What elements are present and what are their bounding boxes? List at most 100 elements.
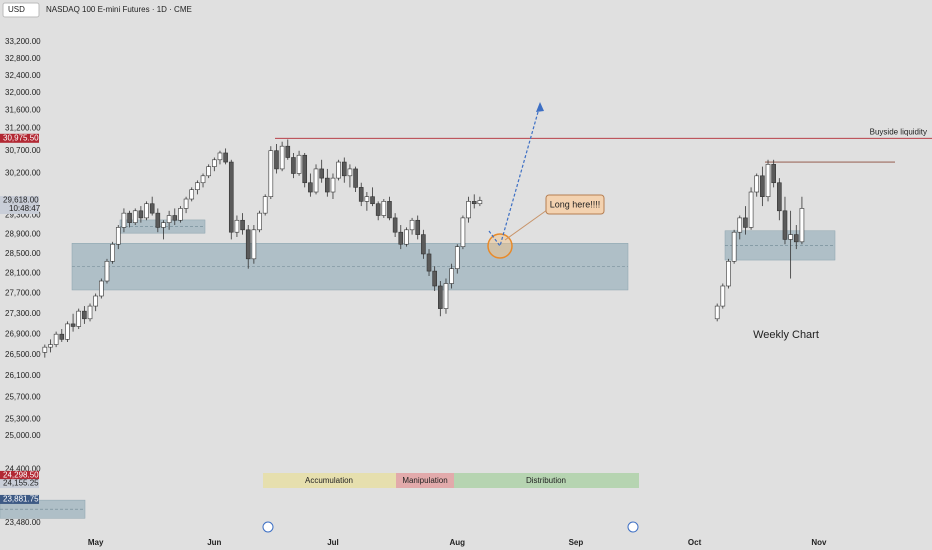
- candle-body: [138, 210, 144, 219]
- y-tick-label: 25,300.00: [5, 414, 41, 423]
- y-tick-label: 28,500.00: [5, 249, 41, 258]
- candle-body: [132, 210, 138, 223]
- y-tick-label: 27,700.00: [5, 289, 41, 298]
- y-tick-label: 23,480.00: [5, 518, 41, 527]
- levels: Buyside liquidity: [275, 127, 932, 163]
- candle-body: [336, 161, 341, 179]
- candle-body: [99, 280, 104, 297]
- y-tick-label: 24,400.00: [5, 465, 41, 474]
- x-tick-label: Oct: [688, 538, 702, 547]
- currency-button[interactable]: [2, 2, 40, 18]
- candle-body: [341, 161, 347, 177]
- candle-body: [53, 333, 59, 345]
- candle-body: [245, 229, 251, 260]
- price-badge-label: 23,881.75: [3, 495, 39, 504]
- callout-pointer: [504, 209, 548, 241]
- x-tick-label: Jun: [207, 538, 221, 547]
- candle-body: [731, 231, 737, 262]
- candle-body: [149, 203, 155, 214]
- candle-body: [308, 182, 313, 193]
- weekly-label: Weekly Chart: [753, 329, 819, 341]
- y-tick-label: 29,300.00: [5, 211, 41, 220]
- arrow-head: [536, 102, 544, 112]
- price-badge-label: 29,618.00: [3, 196, 39, 205]
- candle-body: [178, 208, 183, 221]
- candle-body: [166, 215, 172, 223]
- y-tick-label: 30,200.00: [5, 169, 41, 178]
- candle-body: [200, 175, 206, 184]
- candle-body: [206, 166, 211, 177]
- candle-body: [87, 305, 93, 320]
- candle-body: [296, 154, 302, 174]
- x-tick-label: Nov: [811, 538, 827, 547]
- y-tick-label: 28,100.00: [5, 269, 41, 278]
- candle-body: [409, 219, 415, 231]
- candle-body: [460, 217, 466, 247]
- candle-body: [279, 145, 285, 170]
- candle-body: [777, 182, 782, 212]
- candle-body: [454, 246, 460, 269]
- chart-title: NASDAQ 100 E-mini Futures · 1D · CME: [46, 5, 192, 14]
- phase-box: [454, 473, 639, 488]
- candle-body: [161, 222, 166, 228]
- y-tick-label: 33,200.00: [5, 37, 41, 46]
- phase-label: Manipulation: [402, 476, 447, 485]
- projection-arrow: [488, 104, 541, 248]
- currency[interactable]: USD: [8, 5, 25, 14]
- candle-body: [127, 212, 132, 223]
- level-label: Buyside liquidity: [870, 127, 927, 136]
- candle-body: [234, 219, 240, 233]
- candle-body: [720, 285, 726, 307]
- y-tick-label: 28,900.00: [5, 230, 41, 239]
- candle-body: [48, 344, 53, 348]
- candle-body: [76, 310, 82, 327]
- candle-body: [754, 175, 760, 193]
- candle-body: [771, 164, 776, 184]
- candle-body: [793, 234, 799, 243]
- candle-body: [375, 203, 381, 216]
- candle-body: [443, 283, 449, 309]
- candle-body: [392, 217, 398, 233]
- candle-body: [737, 217, 743, 233]
- phase-label: Distribution: [526, 476, 566, 485]
- candle-body: [421, 234, 426, 255]
- candle-body: [466, 201, 471, 219]
- candle-body: [183, 198, 189, 209]
- callout-text: Long here!!!!: [550, 199, 601, 209]
- y-tick-label: 31,200.00: [5, 123, 41, 132]
- candle-body: [387, 201, 392, 219]
- candle-body: [432, 270, 437, 287]
- candle-body: [223, 152, 228, 163]
- candle-body: [262, 196, 268, 214]
- candle-body: [325, 177, 330, 193]
- candle-body: [799, 208, 805, 243]
- candle-body: [189, 189, 195, 200]
- y-tick-label: 25,700.00: [5, 393, 41, 402]
- candle-body: [788, 234, 793, 240]
- price-badge: [0, 133, 39, 143]
- entry-circle: [487, 233, 513, 259]
- zones: [0, 219, 836, 519]
- price-badge: [0, 494, 39, 504]
- candle-body: [274, 150, 279, 170]
- candle-body: [121, 212, 127, 228]
- candle-body: [104, 260, 110, 282]
- price-axis: 33,200.00 32,800.00 32,400.00 32,000.00 31,6…: [5, 37, 41, 527]
- y-tick-label: 31,600.00: [5, 106, 41, 115]
- candle-body: [65, 323, 70, 340]
- candle-body: [449, 268, 454, 284]
- candle-body: [59, 333, 65, 340]
- candle-body: [42, 346, 48, 353]
- candle-body: [358, 187, 364, 202]
- event-icon[interactable]: [627, 521, 639, 533]
- candle-body: [302, 154, 308, 184]
- price-badge-label: 24,155.25: [3, 479, 39, 488]
- price-badge-label: 30,975.50: [3, 133, 39, 142]
- candle-body: [404, 229, 409, 245]
- event-icon[interactable]: [262, 521, 274, 533]
- candle-body: [257, 212, 262, 231]
- candles: [42, 139, 805, 358]
- candle-body: [240, 219, 245, 231]
